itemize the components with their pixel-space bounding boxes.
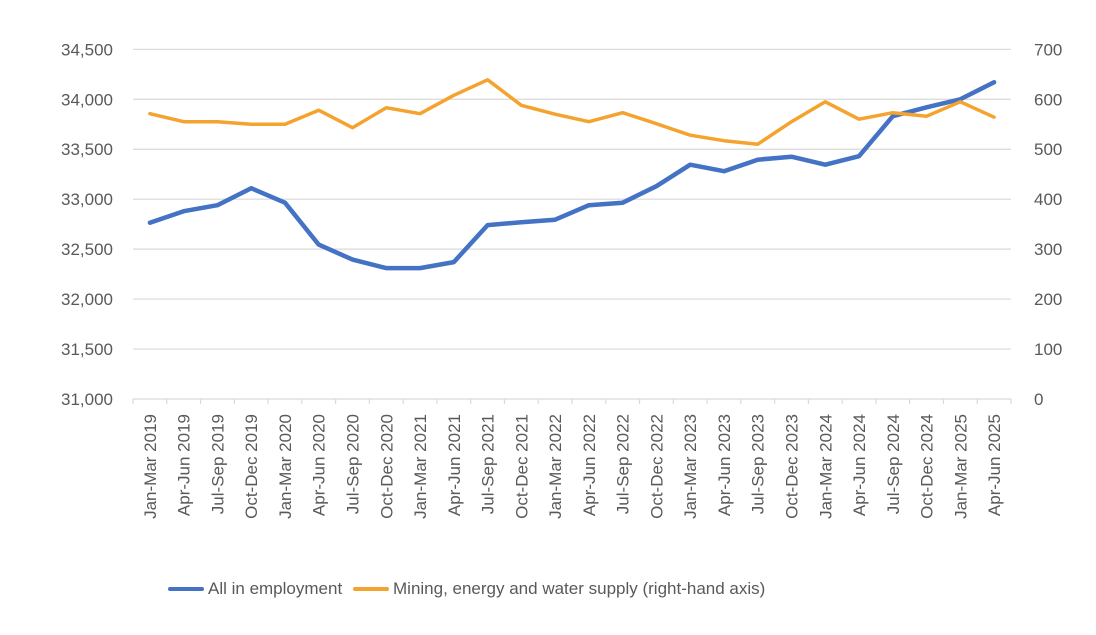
legend: All in employment Mining, energy and wat…: [0, 577, 1096, 601]
right-y-tick-label: 200: [1034, 290, 1062, 309]
left-y-tick-label: 31,000: [61, 390, 113, 409]
line-chart: 31,000 31,500 32,000 32,500 33,000 33,500 34,0…: [61, 40, 1062, 519]
x-tick-label: Jul-Sep 2024: [884, 414, 903, 514]
series-line: [148, 78, 996, 146]
x-tick-label: Jan-Mar 2024: [816, 414, 835, 519]
left-y-tick-label: 34,000: [61, 90, 113, 109]
x-tick-label: Apr-Jun 2023: [715, 414, 734, 516]
legend-swatch-orange: [353, 587, 389, 591]
x-tick-label: Apr-Jun 2022: [580, 414, 599, 516]
left-y-tick-label: 31,500: [61, 340, 113, 359]
x-tick-label: Jul-Sep 2021: [479, 414, 498, 514]
left-y-axis: 31,000 31,500 32,000 32,500 33,000 33,500 34,0…: [61, 40, 113, 409]
right-y-tick-label: 700: [1034, 40, 1062, 59]
x-tick-label: Jul-Sep 2020: [344, 414, 363, 514]
left-y-tick-label: 34,500: [61, 40, 113, 59]
x-tick-label: Jan-Mar 2021: [411, 414, 430, 519]
x-tick-label: Jul-Sep 2019: [208, 414, 227, 514]
x-tick-label: Oct-Dec 2023: [783, 414, 802, 519]
legend-item-mining-energy-water[interactable]: Mining, energy and water supply (right-h…: [353, 577, 765, 601]
x-tick-label: Oct-Dec 2021: [512, 414, 531, 519]
x-tick-label: Apr-Jun 2021: [445, 414, 464, 516]
x-axis-labels: Jan-Mar 2019 Apr-Jun 2019 Jul-Sep 2019 Oct-…: [141, 414, 1004, 519]
x-tick-label: Oct-Dec 2022: [647, 414, 666, 519]
right-y-axis: 0 100 200 300 400 500 600 700: [1034, 40, 1062, 409]
right-y-tick-label: 300: [1034, 240, 1062, 259]
x-tick-label: Apr-Jun 2020: [310, 414, 329, 516]
x-tick-label: Jul-Sep 2023: [749, 414, 768, 514]
gridlines: [133, 48, 1011, 350]
left-y-tick-label: 32,500: [61, 240, 113, 259]
legend-item-all-in-employment[interactable]: All in employment: [168, 577, 342, 601]
right-y-tick-label: 0: [1034, 390, 1043, 409]
x-tick-label: Oct-Dec 2019: [242, 414, 261, 519]
right-y-tick-label: 400: [1034, 190, 1062, 209]
right-y-tick-label: 500: [1034, 140, 1062, 159]
series-lines: [147, 78, 997, 271]
x-tick-label: Oct-Dec 2020: [377, 414, 396, 519]
series-line: [147, 80, 997, 271]
legend-swatch-blue: [168, 587, 204, 591]
x-tick-label: Apr-Jun 2025: [985, 414, 1004, 516]
x-axis: [132, 398, 1012, 404]
right-y-tick-label: 600: [1034, 90, 1062, 109]
series-all-in-employment: [147, 80, 997, 271]
x-tick-label: Jan-Mar 2023: [681, 414, 700, 519]
left-y-tick-label: 32,000: [61, 290, 113, 309]
legend-label: All in employment: [208, 579, 343, 598]
right-y-tick-label: 100: [1034, 340, 1062, 359]
x-tick-label: Jan-Mar 2020: [276, 414, 295, 519]
x-tick-label: Oct-Dec 2024: [918, 414, 937, 519]
x-tick-label: Jan-Mar 2025: [951, 414, 970, 519]
series-mining-energy-water: [148, 78, 996, 146]
x-tick-label: Apr-Jun 2024: [850, 414, 869, 516]
left-y-tick-label: 33,000: [61, 190, 113, 209]
x-tick-label: Apr-Jun 2019: [175, 414, 194, 516]
left-y-tick-label: 33,500: [61, 140, 113, 159]
x-tick-label: Jan-Mar 2022: [546, 414, 565, 519]
x-tick-label: Jan-Mar 2019: [141, 414, 160, 519]
legend-label: Mining, energy and water supply (right-h…: [393, 579, 766, 598]
x-tick-label: Jul-Sep 2022: [614, 414, 633, 514]
